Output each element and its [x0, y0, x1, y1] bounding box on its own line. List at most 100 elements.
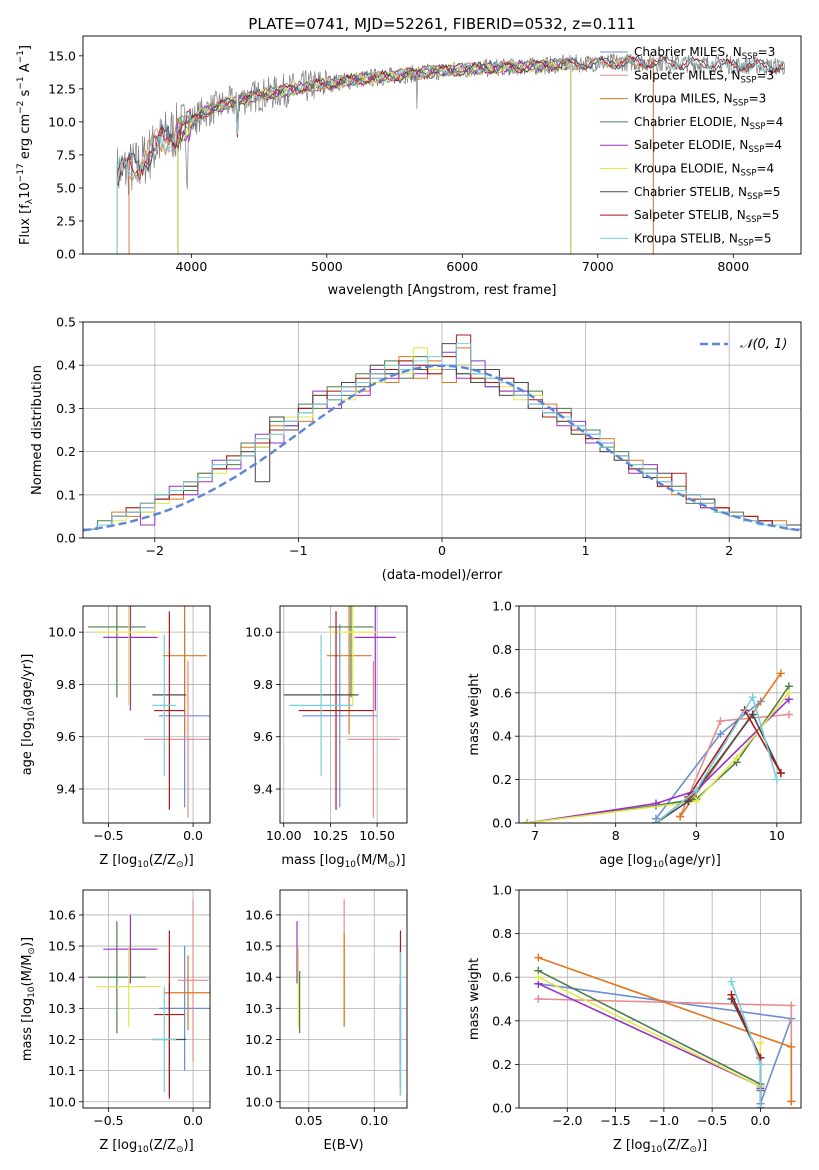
label-part: Chabrier ELODIE, N [634, 115, 750, 129]
y-tick-label: 10.0 [245, 1094, 273, 1109]
weight-marker [787, 1001, 796, 1010]
y-tick-label: 0.1 [56, 487, 76, 502]
x-tick-label: 10 [769, 828, 785, 843]
label-part: mass [log [281, 853, 344, 868]
x-tick-label: 0.05 [295, 1113, 323, 1128]
x-axis-label: Z [log10(Z/Z⊙)] [99, 1138, 193, 1155]
label-part: SSP [750, 122, 766, 132]
legend-entry: Kroupa ELODIE, NSSP=4 [634, 162, 774, 179]
weight-marker [787, 1042, 796, 1051]
weight-marker [772, 775, 781, 784]
x-tick-label: −1.0 [649, 1113, 679, 1128]
y-tick-label: 9.8 [56, 677, 76, 692]
label-part: Kroupa STELIB, N [634, 231, 738, 245]
y-tick-label: 2.5 [56, 213, 76, 228]
label-part: SSP [741, 169, 757, 179]
axes-frame [279, 889, 408, 1109]
x-tick-label: 0.10 [360, 1113, 388, 1128]
y-tick-label: 0.2 [492, 1057, 512, 1072]
legend-entry: Kroupa STELIB, NSSP=5 [634, 231, 772, 248]
label-part: 10 [18, 182, 33, 199]
x-tick-label: 10.50 [359, 828, 395, 843]
legend-entry: Chabrier ELODIE, NSSP=4 [634, 115, 783, 132]
label-part: mass [log [20, 998, 35, 1061]
model-spectrum-chabrier_stelib [116, 54, 786, 254]
y-tick-label: 1.0 [492, 883, 512, 898]
axes-frame [82, 889, 211, 1109]
x-axis-label: mass [log10(M/M⊙)] [281, 853, 405, 870]
y-tick-label: 10.2 [245, 1032, 273, 1047]
legend-entry: 𝒩(0, 1) [740, 337, 787, 352]
label-part: Z [log [99, 853, 137, 868]
label-part: age [log [599, 853, 652, 868]
label-part: −2 [16, 101, 26, 114]
y-tick-label: 10.2 [48, 1032, 76, 1047]
weight-marker [748, 693, 757, 702]
y-tick-label: 10.6 [48, 907, 76, 922]
x-tick-label: 6000 [446, 259, 478, 274]
axis-ticks: −0.5 0.0 9.4 9.6 9.8 10.0 [48, 625, 203, 843]
weight-marker [523, 819, 532, 823]
axes-frame [279, 605, 408, 824]
x-axis-label: E(B-V) [323, 1138, 363, 1153]
label-part: Salpeter MILES, N [634, 68, 741, 82]
plot-area [88, 899, 210, 1099]
label-part: =4 [764, 138, 782, 152]
x-tick-label: −1.5 [600, 1113, 630, 1128]
y-tick-label: 1.0 [492, 599, 512, 614]
weight-marker [756, 1060, 765, 1069]
label-part: SSP [733, 99, 749, 109]
y-axis-label: mass weight [467, 673, 482, 755]
y-tick-label: 12.5 [48, 81, 76, 96]
gaussian-curve [83, 364, 801, 532]
x-axis-label: age [log10(age/yr)] [599, 853, 721, 870]
label-part: ⊙ [176, 860, 184, 870]
x-tick-label: 0.0 [750, 1113, 770, 1128]
axis-ticks: −2.0 −1.5 −1.0 −0.5 0.0 0.0 0.2 0.4 0.6 0.8 1.0 [492, 883, 770, 1129]
y-axis-label: Normed distribution [30, 365, 45, 495]
y-tick-label: 0.0 [56, 247, 76, 262]
label-part: Salpeter STELIB, N [634, 208, 746, 222]
y-tick-label: 9.6 [253, 729, 273, 744]
weight-marker [676, 812, 685, 821]
label-part: Flux [f [18, 204, 33, 245]
x-tick-label: 10.25 [313, 828, 349, 843]
label-part: age [log [20, 722, 35, 775]
plot-area [523, 669, 793, 823]
label-part: )] [395, 853, 405, 868]
label-part: )] [184, 853, 194, 868]
y-tick-label: 9.8 [253, 677, 273, 692]
label-part: =4 [766, 115, 784, 129]
y-tick-label: 9.6 [56, 729, 76, 744]
weight-marker [784, 710, 793, 719]
x-axis-label: Z [log10(Z/Z⊙)] [613, 1138, 707, 1155]
legend-entry: Salpeter MILES, NSSP=3 [634, 68, 774, 85]
y-tick-label: 0.2 [492, 772, 512, 787]
y-tick-label: 10.4 [245, 970, 273, 985]
weight-line-kroupa_stelib [655, 695, 778, 823]
legend-entry: Salpeter ELODIE, NSSP=4 [634, 138, 782, 155]
panel-weight_vs_Z: −2.0 −1.5 −1.0 −0.5 0.0 0.0 0.2 0.4 0.6 0.8 1.0 Z [… [467, 883, 802, 1155]
y-tick-label: 0.4 [492, 729, 512, 744]
weight-marker [784, 688, 793, 697]
y-axis-label: mass weight [467, 958, 482, 1040]
y-tick-label: 10.0 [245, 625, 273, 640]
label-part: =3 [758, 45, 776, 59]
panel-mass_vs_ebv: 0.05 0.10 10.0 10.1 10.2 10.3 10.4 10.5 10.6 E(B-… [245, 889, 408, 1153]
x-tick-label: −2 [146, 543, 164, 558]
axes-frame [82, 35, 802, 255]
y-tick-label: 0.2 [56, 444, 76, 459]
weight-marker [732, 753, 741, 762]
label-part: (M/M [20, 955, 35, 987]
x-tick-label: 4000 [175, 259, 207, 274]
label-part: λ [25, 198, 35, 204]
weight-marker [776, 769, 785, 778]
chart-title: PLATE=0741, MJD=52261, FIBERID=0532, z=0… [248, 15, 635, 33]
y-tick-label: 9.4 [253, 782, 273, 797]
label-part: erg cm [18, 114, 33, 163]
y-tick-label: 7.5 [56, 147, 76, 162]
y-tick-label: 0.5 [56, 315, 76, 330]
label-part: A [18, 63, 33, 76]
panel-spectrum: 4000 5000 6000 7000 8000 0.0 2.5 5.0 7.5 10.0 12.5… [16, 15, 802, 298]
